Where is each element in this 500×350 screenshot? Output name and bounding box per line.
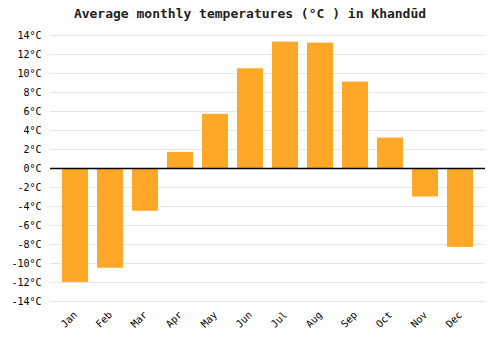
svg-text:May: May: [199, 309, 220, 330]
svg-text:10°C: 10°C: [17, 68, 41, 79]
svg-text:Jan: Jan: [59, 309, 80, 330]
svg-text:8°C: 8°C: [23, 87, 41, 98]
svg-text:Nov: Nov: [409, 309, 430, 330]
svg-text:4°C: 4°C: [23, 125, 41, 136]
html-text:Average monthly temperatures (: Average monthly temperatures (°C ) in Kh…: [73, 6, 427, 21]
svg-text:2°C: 2°C: [23, 144, 41, 155]
svg-text:Feb: Feb: [94, 309, 115, 330]
svg-text:Aug: Aug: [304, 309, 325, 330]
svg-text:-4°C: -4°C: [17, 201, 41, 212]
svg-text:Mar: Mar: [129, 309, 150, 330]
svg-text:-12°C: -12°C: [11, 277, 41, 288]
svg-text:Oct: Oct: [374, 309, 395, 330]
svg-text:-2°C: -2°C: [17, 182, 41, 193]
svg-text:-14°C: -14°C: [11, 296, 41, 307]
svg-text:14°C: 14°C: [17, 30, 41, 41]
svg-text:Dec: Dec: [444, 309, 465, 330]
svg-text:-10°C: -10°C: [11, 258, 41, 269]
svg-text:Jun: Jun: [234, 309, 255, 330]
svg-text:-6°C: -6°C: [17, 220, 41, 231]
svg-text:6°C: 6°C: [23, 106, 41, 117]
svg-text:Apr: Apr: [164, 309, 185, 330]
svg-text:-8°C: -8°C: [17, 239, 41, 250]
svg-text:Jul: Jul: [269, 309, 290, 330]
svg-text:0°C: 0°C: [23, 163, 41, 174]
svg-text:12°C: 12°C: [17, 49, 41, 60]
svg-text:Sep: Sep: [339, 309, 360, 330]
